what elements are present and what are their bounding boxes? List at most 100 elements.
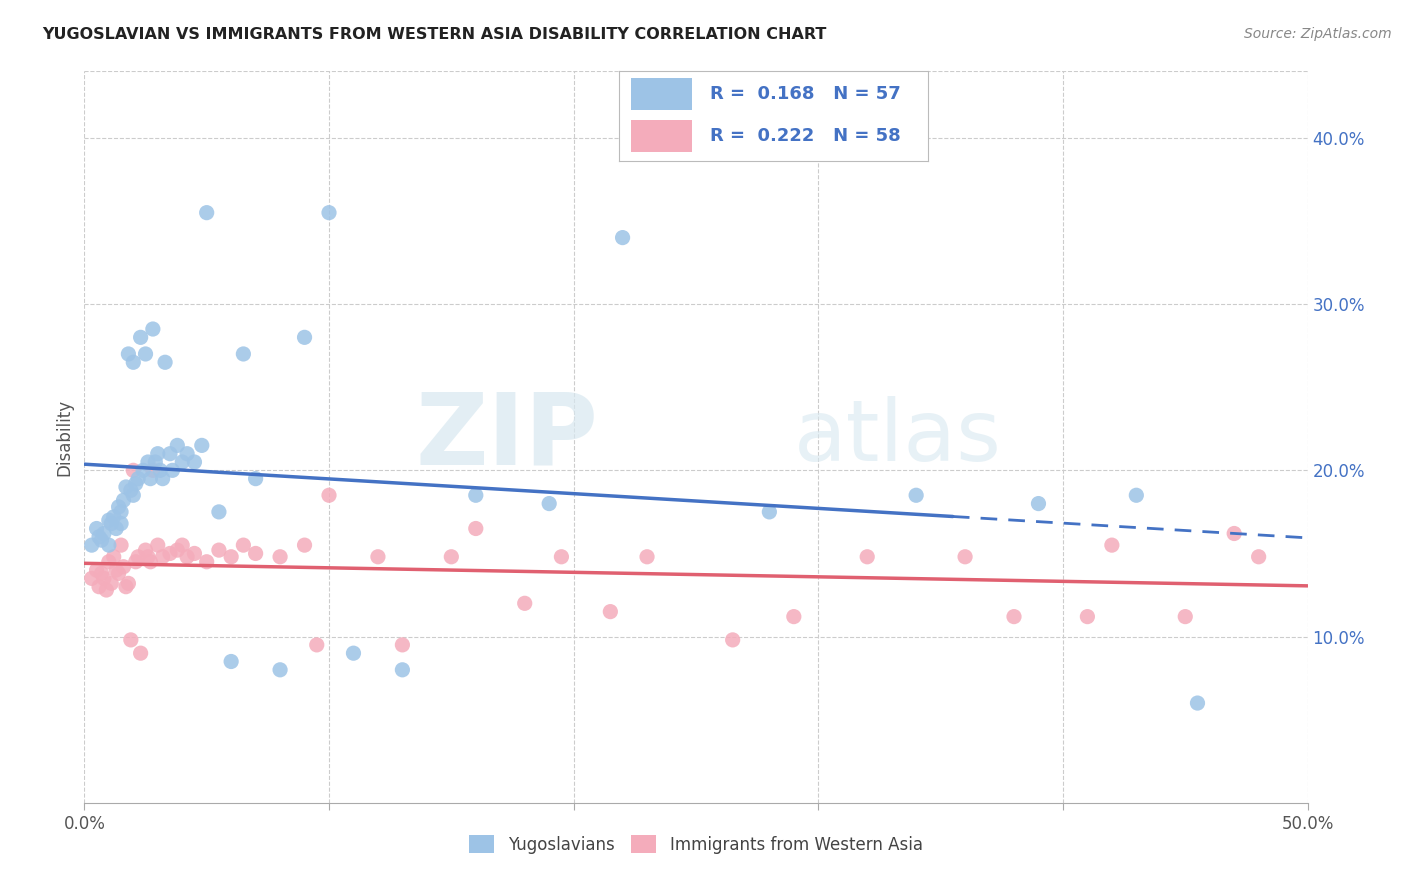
Point [115, 480, 138, 494]
Point [305, 638, 328, 652]
Point [208, 505, 231, 519]
Point [112, 559, 135, 574]
Point [245, 546, 267, 560]
Point [105, 563, 128, 577]
Point [183, 455, 205, 469]
Point [97, 555, 120, 569]
Point [136, 549, 159, 564]
Point [612, 230, 634, 244]
Point [166, 438, 188, 452]
Point [96, 582, 118, 597]
Point [115, 580, 138, 594]
Point [100, 516, 122, 531]
Point [153, 355, 176, 369]
Point [139, 472, 162, 486]
Point [550, 549, 572, 564]
Point [103, 549, 125, 564]
Point [100, 576, 122, 591]
Point [136, 455, 159, 469]
Point [166, 543, 188, 558]
Point [1125, 488, 1147, 502]
Point [127, 549, 149, 564]
Point [219, 655, 242, 669]
Point [86, 521, 108, 535]
Point [269, 663, 291, 677]
Point [440, 549, 463, 564]
FancyBboxPatch shape [631, 78, 692, 110]
Point [120, 632, 142, 647]
Legend: Yugoslavians, Immigrants from Western Asia: Yugoslavians, Immigrants from Western As… [463, 829, 929, 860]
Point [391, 638, 413, 652]
Point [599, 605, 621, 619]
Point [142, 322, 165, 336]
Text: atlas: atlas [794, 395, 1002, 479]
Point [269, 549, 291, 564]
Point [93, 571, 115, 585]
Point [391, 663, 413, 677]
Point [1174, 609, 1197, 624]
Text: ZIP: ZIP [415, 389, 598, 485]
Point [125, 476, 148, 491]
Point [146, 538, 169, 552]
Y-axis label: Disability: Disability [55, 399, 73, 475]
Point [172, 538, 194, 552]
Point [110, 538, 132, 552]
Point [146, 447, 169, 461]
Point [1028, 497, 1050, 511]
Point [721, 632, 744, 647]
Point [176, 447, 198, 461]
Text: Source: ZipAtlas.com: Source: ZipAtlas.com [1244, 27, 1392, 41]
Point [117, 347, 139, 361]
Point [127, 472, 149, 486]
Point [159, 447, 181, 461]
Point [183, 546, 205, 560]
Point [90, 533, 112, 548]
Point [905, 488, 928, 502]
Point [97, 513, 120, 527]
Point [149, 463, 172, 477]
Text: R =  0.222   N = 58: R = 0.222 N = 58 [710, 127, 901, 145]
Point [245, 472, 267, 486]
Point [143, 455, 166, 469]
Point [636, 549, 658, 564]
Point [110, 505, 132, 519]
Point [1002, 609, 1025, 624]
Point [1076, 609, 1098, 624]
Point [318, 205, 340, 219]
Point [318, 488, 340, 502]
Point [107, 566, 129, 581]
Point [195, 555, 218, 569]
Point [758, 505, 780, 519]
Point [538, 497, 561, 511]
Point [152, 472, 174, 486]
Point [172, 455, 194, 469]
Point [107, 500, 129, 514]
Point [783, 609, 806, 624]
Point [93, 526, 115, 541]
Point [139, 555, 162, 569]
Point [1247, 549, 1270, 564]
Point [219, 549, 242, 564]
Point [112, 493, 135, 508]
Point [110, 516, 132, 531]
Point [132, 463, 155, 477]
Point [129, 330, 152, 344]
Point [195, 205, 218, 219]
Point [953, 549, 976, 564]
Point [97, 538, 120, 552]
Point [191, 438, 214, 452]
Point [464, 521, 486, 535]
Point [122, 355, 145, 369]
Text: R =  0.168   N = 57: R = 0.168 N = 57 [710, 85, 901, 103]
Point [159, 546, 181, 560]
Point [1223, 526, 1246, 541]
Point [86, 563, 108, 577]
Point [105, 521, 128, 535]
Point [135, 347, 157, 361]
Point [90, 566, 112, 581]
Point [162, 463, 184, 477]
Point [120, 483, 142, 498]
Text: YUGOSLAVIAN VS IMMIGRANTS FROM WESTERN ASIA DISABILITY CORRELATION CHART: YUGOSLAVIAN VS IMMIGRANTS FROM WESTERN A… [42, 27, 827, 42]
Point [856, 549, 879, 564]
Point [129, 646, 152, 660]
